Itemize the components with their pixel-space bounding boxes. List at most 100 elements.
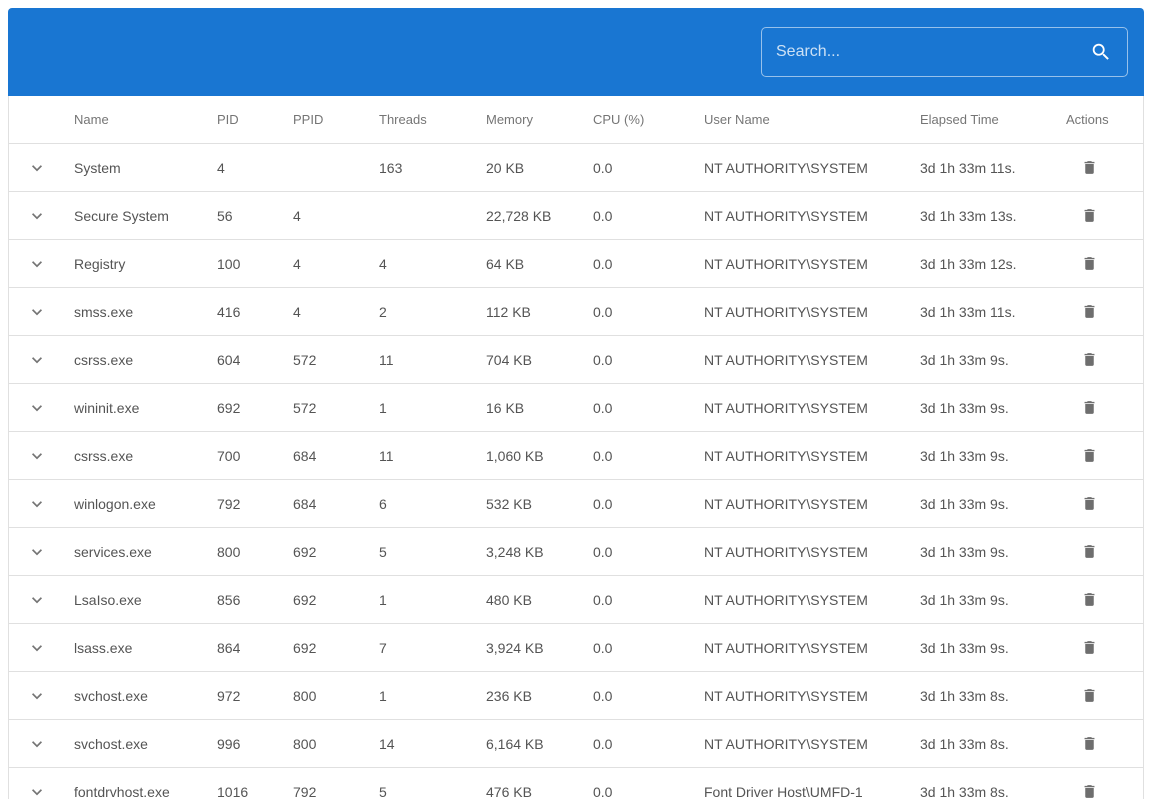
cell-elapsed-time: 3d 1h 33m 13s. xyxy=(920,207,1017,224)
cell-ppid: 4 xyxy=(293,207,301,224)
cell-cpu: 0.0 xyxy=(593,447,613,464)
chevron-down-icon[interactable] xyxy=(25,492,49,516)
cell-name: Secure System xyxy=(74,207,169,224)
chevron-down-icon[interactable] xyxy=(25,348,49,372)
chevron-down-icon[interactable] xyxy=(25,540,49,564)
search-icon[interactable] xyxy=(1089,40,1113,64)
cell-ppid: 684 xyxy=(293,447,317,464)
table-row: csrss.exe 604 572 11 704 KB 0.0 NT AUTHO… xyxy=(9,336,1143,384)
cell-user-name: NT AUTHORITY\SYSTEM xyxy=(704,639,868,656)
cell-user-name: NT AUTHORITY\SYSTEM xyxy=(704,255,868,272)
column-header-memory: Memory xyxy=(486,112,533,127)
cell-user-name: NT AUTHORITY\SYSTEM xyxy=(704,495,868,512)
cell-threads: 11 xyxy=(379,447,394,464)
cell-name: csrss.exe xyxy=(74,351,134,368)
expander-cell xyxy=(9,156,74,180)
chevron-down-icon[interactable] xyxy=(25,396,49,420)
chevron-down-icon[interactable] xyxy=(25,780,49,799)
cell-ppid: 4 xyxy=(293,303,301,320)
trash-icon[interactable] xyxy=(1078,349,1100,371)
cell-name: winlogon.exe xyxy=(74,495,156,512)
column-header-actions: Actions xyxy=(1066,112,1109,127)
trash-icon[interactable] xyxy=(1078,541,1100,563)
cell-elapsed-time: 3d 1h 33m 9s. xyxy=(920,639,1009,656)
trash-icon[interactable] xyxy=(1078,253,1100,275)
trash-icon[interactable] xyxy=(1078,205,1100,227)
cell-ppid: 692 xyxy=(293,639,317,656)
column-header-pid: PID xyxy=(217,112,239,127)
cell-memory: 22,728 KB xyxy=(486,207,552,224)
trash-icon[interactable] xyxy=(1078,685,1100,707)
cell-cpu: 0.0 xyxy=(593,255,613,272)
chevron-down-icon[interactable] xyxy=(25,204,49,228)
trash-icon[interactable] xyxy=(1078,157,1100,179)
cell-pid: 700 xyxy=(217,447,241,464)
chevron-down-icon[interactable] xyxy=(25,300,49,324)
chevron-down-icon[interactable] xyxy=(25,156,49,180)
chevron-down-icon[interactable] xyxy=(25,684,49,708)
cell-memory: 112 KB xyxy=(486,303,531,320)
table-row: svchost.exe 972 800 1 236 KB 0.0 NT AUTH… xyxy=(9,672,1143,720)
cell-ppid: 4 xyxy=(293,255,301,272)
trash-icon[interactable] xyxy=(1078,445,1100,467)
cell-name: svchost.exe xyxy=(74,735,148,752)
cell-name: System xyxy=(74,159,121,176)
cell-memory: 3,924 KB xyxy=(486,639,544,656)
cell-pid: 856 xyxy=(217,591,241,608)
cell-ppid: 800 xyxy=(293,735,317,752)
trash-icon[interactable] xyxy=(1078,397,1100,419)
chevron-down-icon[interactable] xyxy=(25,588,49,612)
actions-cell xyxy=(1066,637,1143,659)
cell-cpu: 0.0 xyxy=(593,303,613,320)
cell-cpu: 0.0 xyxy=(593,735,613,752)
cell-memory: 236 KB xyxy=(486,687,532,704)
table-row: csrss.exe 700 684 11 1,060 KB 0.0 NT AUT… xyxy=(9,432,1143,480)
cell-user-name: NT AUTHORITY\SYSTEM xyxy=(704,351,868,368)
chevron-down-icon[interactable] xyxy=(25,444,49,468)
chevron-down-icon[interactable] xyxy=(25,636,49,660)
actions-cell xyxy=(1066,541,1143,563)
cell-pid: 864 xyxy=(217,639,241,656)
cell-threads: 4 xyxy=(379,255,387,272)
cell-user-name: NT AUTHORITY\SYSTEM xyxy=(704,687,868,704)
search-field xyxy=(761,27,1128,77)
cell-user-name: NT AUTHORITY\SYSTEM xyxy=(704,159,868,176)
trash-icon[interactable] xyxy=(1078,733,1100,755)
cell-elapsed-time: 3d 1h 33m 9s. xyxy=(920,591,1009,608)
expander-cell xyxy=(9,300,74,324)
search-input[interactable] xyxy=(762,28,1089,76)
table-row: winlogon.exe 792 684 6 532 KB 0.0 NT AUT… xyxy=(9,480,1143,528)
cell-cpu: 0.0 xyxy=(593,543,613,560)
trash-icon[interactable] xyxy=(1078,637,1100,659)
cell-cpu: 0.0 xyxy=(593,639,613,656)
column-header-ppid: PPID xyxy=(293,112,324,127)
cell-user-name: NT AUTHORITY\SYSTEM xyxy=(704,591,868,608)
cell-elapsed-time: 3d 1h 33m 8s. xyxy=(920,735,1009,752)
cell-cpu: 0.0 xyxy=(593,591,613,608)
cell-elapsed-time: 3d 1h 33m 9s. xyxy=(920,351,1009,368)
cell-elapsed-time: 3d 1h 33m 9s. xyxy=(920,447,1009,464)
cell-elapsed-time: 3d 1h 33m 9s. xyxy=(920,495,1009,512)
process-table: Name PID PPID Threads Memory CPU (%) Use… xyxy=(8,96,1144,799)
cell-ppid: 800 xyxy=(293,687,317,704)
expander-cell xyxy=(9,588,74,612)
table-row: smss.exe 416 4 2 112 KB 0.0 NT AUTHORITY… xyxy=(9,288,1143,336)
trash-icon[interactable] xyxy=(1078,589,1100,611)
expander-cell xyxy=(9,636,74,660)
cell-ppid: 572 xyxy=(293,351,317,368)
trash-icon[interactable] xyxy=(1078,493,1100,515)
chevron-down-icon[interactable] xyxy=(25,252,49,276)
cell-memory: 704 KB xyxy=(486,351,532,368)
trash-icon[interactable] xyxy=(1078,781,1100,799)
cell-elapsed-time: 3d 1h 33m 8s. xyxy=(920,783,1009,799)
cell-name: lsass.exe xyxy=(74,639,133,656)
chevron-down-icon[interactable] xyxy=(25,732,49,756)
trash-icon[interactable] xyxy=(1078,301,1100,323)
cell-elapsed-time: 3d 1h 33m 8s. xyxy=(920,687,1009,704)
cell-threads: 14 xyxy=(379,735,395,752)
cell-pid: 972 xyxy=(217,687,241,704)
cell-ppid: 692 xyxy=(293,591,317,608)
expander-cell xyxy=(9,348,74,372)
expander-cell xyxy=(9,684,74,708)
cell-memory: 532 KB xyxy=(486,495,532,512)
